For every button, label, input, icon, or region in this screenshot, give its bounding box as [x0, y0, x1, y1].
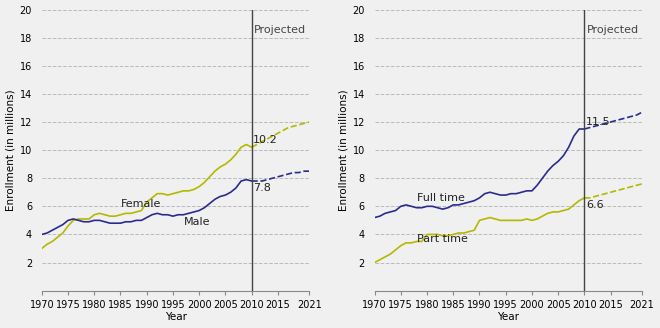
Y-axis label: Enrollment (in millions): Enrollment (in millions): [339, 89, 348, 211]
Text: Full time: Full time: [416, 193, 465, 203]
Text: 6.6: 6.6: [586, 200, 604, 210]
Text: 7.8: 7.8: [253, 183, 271, 193]
Text: Projected: Projected: [254, 25, 306, 35]
Text: Projected: Projected: [587, 25, 639, 35]
X-axis label: Year: Year: [498, 313, 519, 322]
Text: Part time: Part time: [416, 234, 467, 244]
Text: Female: Female: [121, 199, 161, 209]
Y-axis label: Enrollment (in millions): Enrollment (in millions): [5, 89, 16, 211]
X-axis label: Year: Year: [164, 313, 187, 322]
Text: Male: Male: [183, 217, 210, 227]
Text: 11.5: 11.5: [586, 117, 611, 127]
Text: 10.2: 10.2: [253, 135, 278, 145]
